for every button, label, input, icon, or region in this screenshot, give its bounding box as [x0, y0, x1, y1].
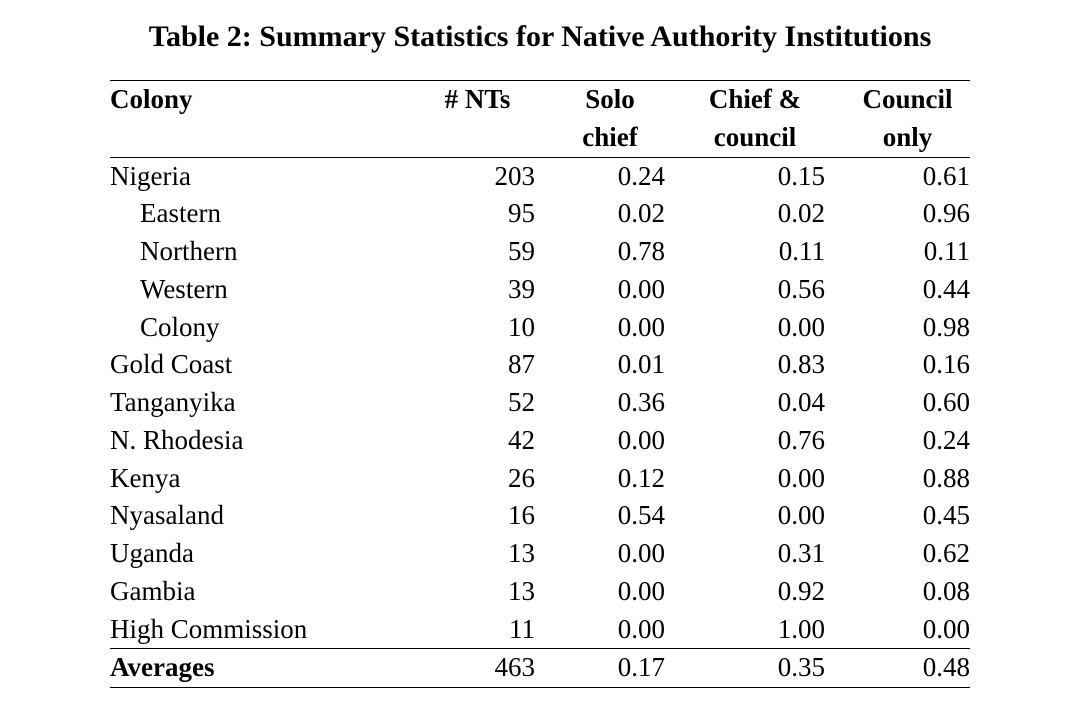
cell-solo: 0.00 — [555, 611, 685, 649]
footer-solo: 0.17 — [555, 649, 685, 688]
cell-nts: 13 — [420, 535, 555, 573]
cell-chief-council: 0.31 — [685, 535, 845, 573]
cell-solo: 0.36 — [555, 384, 685, 422]
cell-nts: 16 — [420, 497, 555, 535]
cell-colony: Eastern — [110, 195, 420, 233]
cell-colony: N. Rhodesia — [110, 422, 420, 460]
table-row: Western390.000.560.44 — [110, 271, 970, 309]
cell-solo: 0.00 — [555, 271, 685, 309]
cell-council-only: 0.98 — [845, 309, 970, 347]
cell-solo: 0.01 — [555, 346, 685, 384]
footer-nts: 463 — [420, 649, 555, 688]
table-row: Uganda130.000.310.62 — [110, 535, 970, 573]
summary-table: Colony # NTs Solo Chief & Council chief … — [110, 80, 970, 688]
cell-colony: Nyasaland — [110, 497, 420, 535]
cell-council-only: 0.16 — [845, 346, 970, 384]
table-row: Nyasaland160.540.000.45 — [110, 497, 970, 535]
cell-chief-council: 0.00 — [685, 497, 845, 535]
col-header-council: Council — [845, 81, 970, 119]
cell-colony: Gold Coast — [110, 346, 420, 384]
table-header: Colony # NTs Solo Chief & Council chief … — [110, 81, 970, 158]
footer-council-only: 0.48 — [845, 649, 970, 688]
cell-chief-council: 0.83 — [685, 346, 845, 384]
cell-chief-council: 0.92 — [685, 573, 845, 611]
cell-solo: 0.00 — [555, 309, 685, 347]
footer-label: Averages — [110, 649, 420, 688]
table-row: Kenya260.120.000.88 — [110, 460, 970, 498]
cell-solo: 0.00 — [555, 573, 685, 611]
table-row: High Commission110.001.000.00 — [110, 611, 970, 649]
table-row: Gold Coast870.010.830.16 — [110, 346, 970, 384]
cell-council-only: 0.00 — [845, 611, 970, 649]
col-subheader-colony — [110, 119, 420, 157]
col-header-colony: Colony — [110, 81, 420, 119]
cell-chief-council: 0.76 — [685, 422, 845, 460]
cell-nts: 13 — [420, 573, 555, 611]
cell-council-only: 0.62 — [845, 535, 970, 573]
cell-nts: 95 — [420, 195, 555, 233]
table-row: Gambia130.000.920.08 — [110, 573, 970, 611]
cell-nts: 10 — [420, 309, 555, 347]
table-title: Table 2: Summary Statistics for Native A… — [0, 20, 1080, 54]
cell-solo: 0.00 — [555, 422, 685, 460]
table-row: N. Rhodesia420.000.760.24 — [110, 422, 970, 460]
cell-council-only: 0.96 — [845, 195, 970, 233]
table-row: Tanganyika520.360.040.60 — [110, 384, 970, 422]
cell-chief-council: 0.00 — [685, 309, 845, 347]
table-row: Eastern950.020.020.96 — [110, 195, 970, 233]
cell-chief-council: 0.56 — [685, 271, 845, 309]
cell-chief-council: 0.04 — [685, 384, 845, 422]
cell-council-only: 0.11 — [845, 233, 970, 271]
cell-chief-council: 0.02 — [685, 195, 845, 233]
col-subheader-solo: chief — [555, 119, 685, 157]
cell-solo: 0.02 — [555, 195, 685, 233]
cell-council-only: 0.08 — [845, 573, 970, 611]
cell-council-only: 0.44 — [845, 271, 970, 309]
cell-chief-council: 0.00 — [685, 460, 845, 498]
cell-council-only: 0.24 — [845, 422, 970, 460]
cell-chief-council: 1.00 — [685, 611, 845, 649]
cell-nts: 11 — [420, 611, 555, 649]
cell-nts: 26 — [420, 460, 555, 498]
cell-colony: Northern — [110, 233, 420, 271]
cell-colony: Tanganyika — [110, 384, 420, 422]
cell-colony: Uganda — [110, 535, 420, 573]
cell-solo: 0.12 — [555, 460, 685, 498]
cell-nts: 42 — [420, 422, 555, 460]
table-body: Nigeria2030.240.150.61Eastern950.020.020… — [110, 157, 970, 688]
table-row: Nigeria2030.240.150.61 — [110, 157, 970, 195]
cell-solo: 0.00 — [555, 535, 685, 573]
cell-council-only: 0.45 — [845, 497, 970, 535]
col-subheader-chief: council — [685, 119, 845, 157]
cell-solo: 0.24 — [555, 157, 685, 195]
cell-solo: 0.54 — [555, 497, 685, 535]
cell-colony: High Commission — [110, 611, 420, 649]
cell-nts: 52 — [420, 384, 555, 422]
footer-chief-council: 0.35 — [685, 649, 845, 688]
cell-nts: 87 — [420, 346, 555, 384]
col-header-chief: Chief & — [685, 81, 845, 119]
cell-council-only: 0.60 — [845, 384, 970, 422]
cell-nts: 203 — [420, 157, 555, 195]
col-subheader-nts — [420, 119, 555, 157]
col-subheader-council: only — [845, 119, 970, 157]
cell-colony: Western — [110, 271, 420, 309]
cell-council-only: 0.88 — [845, 460, 970, 498]
table-row: Northern590.780.110.11 — [110, 233, 970, 271]
cell-chief-council: 0.11 — [685, 233, 845, 271]
cell-colony: Kenya — [110, 460, 420, 498]
cell-chief-council: 0.15 — [685, 157, 845, 195]
cell-nts: 59 — [420, 233, 555, 271]
cell-nts: 39 — [420, 271, 555, 309]
table-row: Colony100.000.000.98 — [110, 309, 970, 347]
table-footer-row: Averages4630.170.350.48 — [110, 649, 970, 688]
col-header-solo: Solo — [555, 81, 685, 119]
col-header-nts: # NTs — [420, 81, 555, 119]
cell-colony: Gambia — [110, 573, 420, 611]
cell-colony: Colony — [110, 309, 420, 347]
cell-solo: 0.78 — [555, 233, 685, 271]
cell-council-only: 0.61 — [845, 157, 970, 195]
table-container: Table 2: Summary Statistics for Native A… — [0, 0, 1080, 688]
cell-colony: Nigeria — [110, 157, 420, 195]
